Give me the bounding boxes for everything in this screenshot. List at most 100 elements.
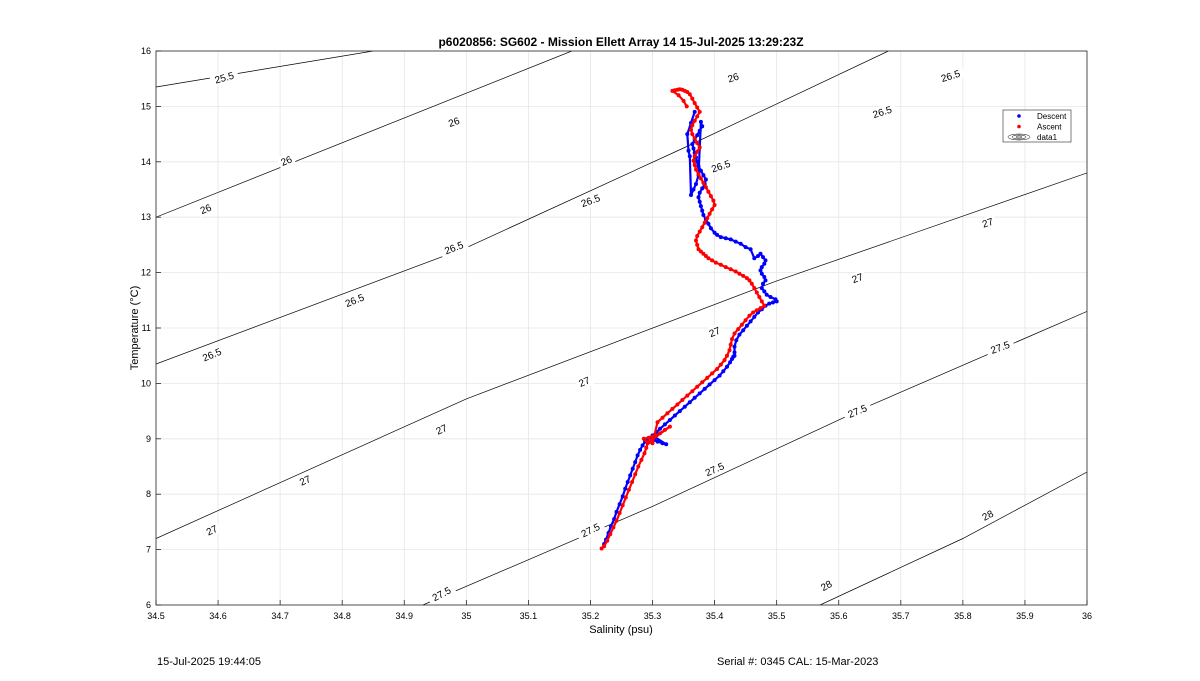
data-point <box>698 176 703 181</box>
isopycnal-contours <box>156 51 1087 605</box>
axis-ticks: 34.5 34.6 34.7 34.8 34.9 35 35.1 35.2 35.3 35.4 35… <box>141 46 1092 621</box>
data-point <box>670 406 675 411</box>
data-point <box>696 195 701 200</box>
contour-label-bg <box>438 237 470 259</box>
y-tick-label: 9 <box>146 434 151 444</box>
data-point <box>696 164 701 169</box>
legend-marker <box>1017 124 1021 129</box>
data-point <box>660 415 665 420</box>
data-point <box>692 154 697 159</box>
data-point <box>630 480 635 484</box>
data-point <box>640 443 645 448</box>
contour-label-bg <box>202 521 222 540</box>
data-point <box>697 190 702 195</box>
data-point <box>605 538 610 543</box>
data-point <box>684 104 689 109</box>
data-point <box>761 281 765 286</box>
data-point <box>687 400 692 405</box>
data-point <box>773 297 778 302</box>
data-point <box>697 145 702 150</box>
y-tick-label: 11 <box>142 323 151 333</box>
data-point <box>728 342 733 347</box>
data-point <box>707 382 712 387</box>
data-point <box>662 427 667 432</box>
data-point <box>727 348 732 353</box>
data-point <box>692 136 697 141</box>
data-point <box>754 308 759 313</box>
y-tick-label: 10 <box>141 378 151 388</box>
data-point <box>751 310 756 315</box>
data-point <box>691 146 696 151</box>
isopycnal-line <box>819 471 1087 605</box>
data-point <box>658 431 662 436</box>
data-point <box>770 300 775 305</box>
contour-label: 28 <box>981 509 996 524</box>
y-tick-label: 8 <box>146 489 151 499</box>
data-point <box>681 98 686 103</box>
contour-labels: 25.52626262626.526.526.526.526.526.526.5… <box>196 66 1016 606</box>
x-tick-label: 35.9 <box>1016 611 1034 621</box>
data-point <box>767 301 772 306</box>
data-point <box>672 413 677 418</box>
grid-lines <box>155 50 1088 606</box>
data-point <box>690 132 695 137</box>
contour-label-bg <box>196 200 216 218</box>
contour-label-bg <box>295 471 315 490</box>
contour-label: 27 <box>708 325 723 340</box>
data-point <box>737 271 742 276</box>
contour-label-group: 26 <box>723 69 743 86</box>
data-point <box>749 281 754 286</box>
data-point <box>635 453 640 458</box>
data-point <box>759 299 764 304</box>
contour-label: 26.5 <box>872 104 894 121</box>
data-point <box>694 167 698 172</box>
data-point <box>756 254 760 258</box>
contour-label-bg <box>935 66 966 86</box>
data-point <box>682 404 687 409</box>
data-point <box>665 411 670 416</box>
data-point <box>747 313 752 318</box>
data-point <box>702 220 707 225</box>
data-point <box>752 286 757 291</box>
data-point <box>744 276 749 281</box>
contour-label: 27 <box>577 375 592 390</box>
contour-label-bg <box>984 336 1016 358</box>
data-point <box>711 198 716 203</box>
contour-label: 26 <box>279 154 294 169</box>
contour-label-bg <box>339 289 370 312</box>
data-point <box>712 378 717 383</box>
contour-label: 25.5 <box>214 70 236 86</box>
data-point <box>721 369 726 374</box>
y-tick-label: 13 <box>141 212 151 222</box>
data-point <box>680 398 685 402</box>
data-point <box>706 221 711 226</box>
contour-label: 26.5 <box>580 193 602 210</box>
data-point <box>703 177 708 182</box>
data-point <box>732 331 737 336</box>
data-point <box>662 422 667 427</box>
contour-label: 27 <box>851 272 866 286</box>
data-point <box>733 269 738 274</box>
contour-label-bg <box>431 420 452 439</box>
contour-label: 26 <box>447 116 462 130</box>
data-point <box>694 238 698 243</box>
data-point <box>732 344 737 349</box>
isopycnal-line <box>156 51 374 88</box>
data-point <box>617 511 622 515</box>
data-point <box>762 303 767 308</box>
contour-label-group: 27 <box>704 323 725 341</box>
data-point <box>692 118 697 123</box>
data-point <box>623 486 628 491</box>
data-point <box>737 332 742 337</box>
data-point <box>626 487 631 492</box>
data-point <box>698 168 703 173</box>
data-point <box>650 441 655 446</box>
data-point <box>763 278 768 283</box>
legend-contour-icon <box>1007 133 1031 141</box>
data-point <box>696 172 701 176</box>
legend-label: Descent <box>1037 112 1067 121</box>
data-point <box>697 229 702 234</box>
data-point <box>703 185 708 190</box>
y-tick-label: 15 <box>141 101 151 111</box>
data-point <box>739 322 744 327</box>
